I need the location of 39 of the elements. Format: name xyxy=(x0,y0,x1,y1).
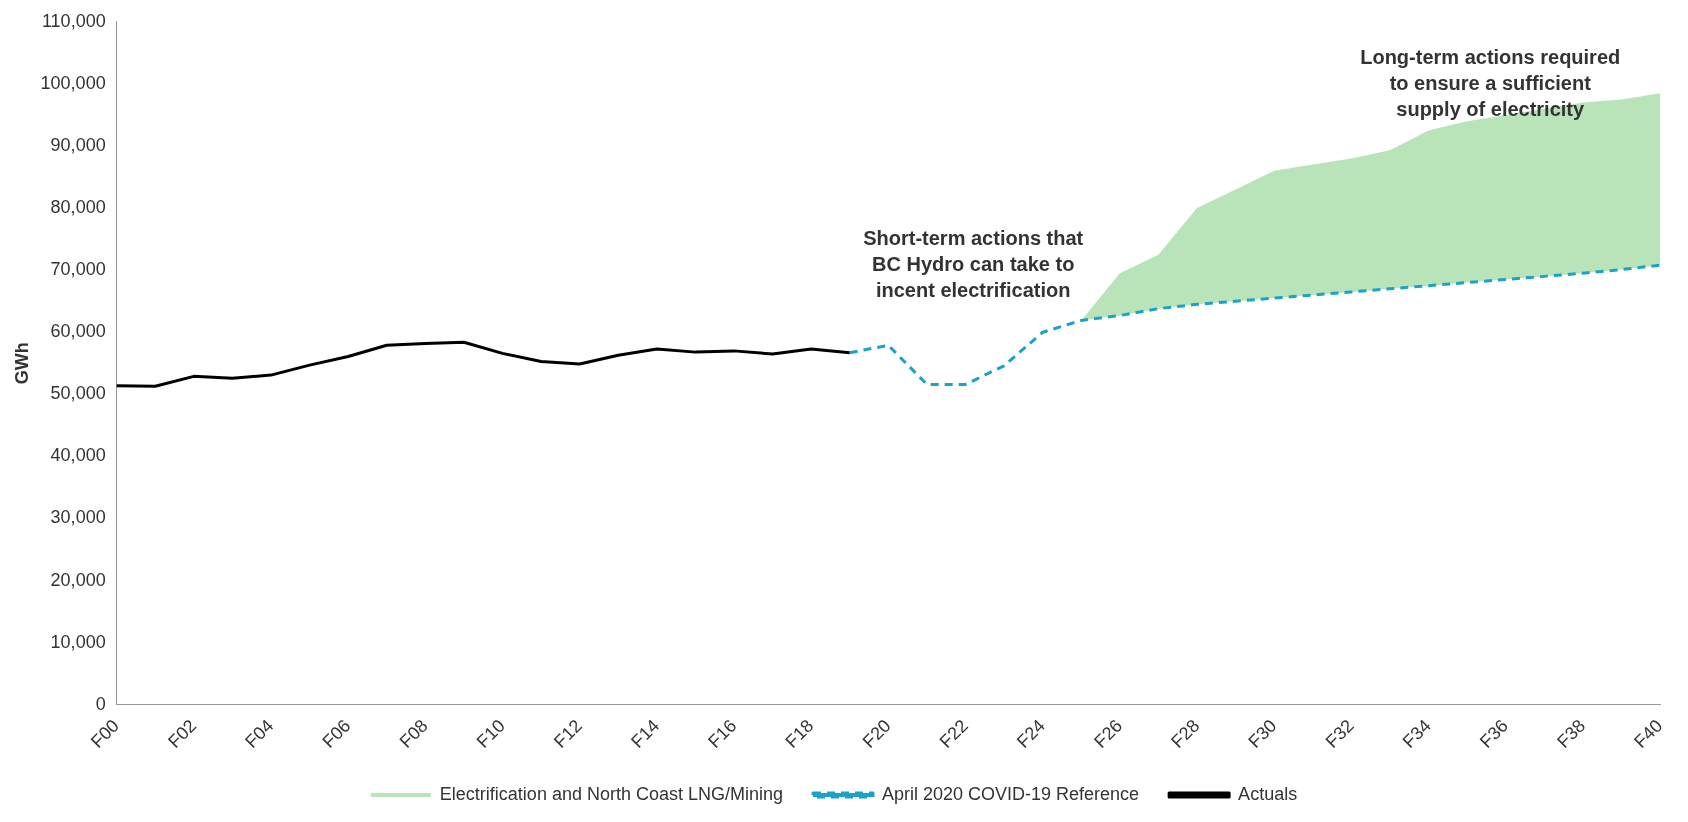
x-tick-label: F12 xyxy=(549,715,587,752)
x-tick-label: F10 xyxy=(472,715,509,752)
y-tick-label: 30,000 xyxy=(50,507,106,528)
x-tick-label: F32 xyxy=(1321,715,1358,752)
x-tick-label: F14 xyxy=(627,715,664,752)
y-tick-label: 70,000 xyxy=(50,259,106,280)
x-tick-label: F04 xyxy=(241,715,278,752)
x-tick-label: F06 xyxy=(318,715,355,752)
x-tick-label: F28 xyxy=(1167,715,1204,752)
x-tick-label: F18 xyxy=(781,715,818,752)
y-tick-label: 110,000 xyxy=(41,10,106,31)
y-tick-label: 60,000 xyxy=(50,321,106,342)
y-tick-label: 10,000 xyxy=(50,631,106,652)
y-tick-label: 50,000 xyxy=(50,383,106,404)
x-tick-label: F38 xyxy=(1553,715,1590,752)
x-tick-label: F36 xyxy=(1475,715,1513,752)
x-tick-label: F20 xyxy=(858,715,895,752)
y-tick-label: 100,000 xyxy=(40,72,106,93)
annotation: Short-term actions that BC Hydro can take to incent electrification xyxy=(863,227,1084,302)
x-tick-label: F22 xyxy=(935,715,972,752)
x-tick-label: F02 xyxy=(164,715,201,752)
y-tick-label: 40,000 xyxy=(50,445,106,466)
y-tick-label: 20,000 xyxy=(50,569,106,590)
y-axis-title: GWh xyxy=(11,342,32,385)
x-tick-label: F26 xyxy=(1090,715,1127,752)
x-tick-label: F16 xyxy=(704,715,741,752)
legend-label: Actuals xyxy=(1238,783,1298,804)
legend-label: April 2020 COVID-19 Reference xyxy=(882,783,1140,804)
annotation: Long-term actions required to ensure a sufficient supply of electricity xyxy=(1360,46,1621,121)
x-tick-label: F30 xyxy=(1244,715,1281,752)
y-tick-label: 90,000 xyxy=(50,134,106,155)
y-tick-label: 80,000 xyxy=(50,197,106,218)
x-tick-label: F40 xyxy=(1630,715,1667,752)
legend-label: Electrification and North Coast LNG/Mining xyxy=(439,783,783,804)
y-tick-label: 0 xyxy=(95,693,106,714)
x-tick-label: F08 xyxy=(395,715,432,752)
x-tick-label: F00 xyxy=(86,715,124,752)
x-tick-label: F24 xyxy=(1012,715,1050,752)
x-tick-label: F34 xyxy=(1398,715,1435,752)
